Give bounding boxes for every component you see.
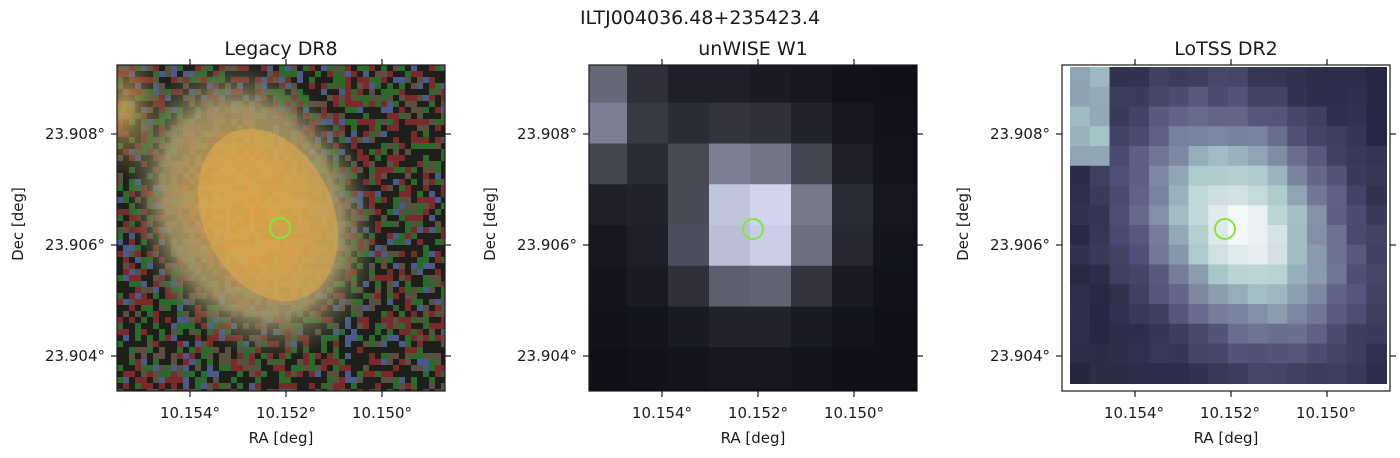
panel-1-xlabel: RA [deg] xyxy=(248,429,314,447)
panel-3-image xyxy=(1062,65,1390,391)
panel-3-xtick: 10.152° xyxy=(1200,404,1260,422)
panel-3-frame xyxy=(1061,64,1391,392)
panel-1-ytick: 23.904° xyxy=(45,347,105,365)
panel-2-frame xyxy=(588,64,918,392)
panel-1-xtick: 10.150° xyxy=(352,404,412,422)
panel-3-title: LoTSS DR2 xyxy=(1174,38,1278,60)
panel-1-title: Legacy DR8 xyxy=(224,38,338,60)
panel-2-xtick: 10.152° xyxy=(728,404,788,422)
panel-1-xtick: 10.154° xyxy=(160,404,220,422)
panel-1-ytick: 23.906° xyxy=(45,236,105,254)
panel-3-xtick: 10.154° xyxy=(1104,404,1164,422)
panel-1-ylabel: Dec [deg] xyxy=(9,187,27,261)
panel-2-ytick: 23.908° xyxy=(517,125,577,143)
panel-3-ytick: 23.904° xyxy=(990,347,1050,365)
panel-2-xtick: 10.154° xyxy=(632,404,692,422)
panel-2-source-marker xyxy=(742,218,764,240)
panel-1-ytick: 23.908° xyxy=(45,125,105,143)
panel-3-xtick: 10.150° xyxy=(1296,404,1356,422)
panel-3-ylabel: Dec [deg] xyxy=(954,187,972,261)
panel-2-xlabel: RA [deg] xyxy=(720,429,786,447)
panel-1-image xyxy=(117,65,445,391)
panel-2-ytick: 23.904° xyxy=(517,347,577,365)
panel-1-source-marker xyxy=(269,217,291,239)
panel-1-xtick: 10.152° xyxy=(256,404,316,422)
panel-3-ytick: 23.908° xyxy=(990,125,1050,143)
panel-2-ytick: 23.906° xyxy=(517,236,577,254)
panel-3-ytick: 23.906° xyxy=(990,236,1050,254)
panel-2-title: unWISE W1 xyxy=(698,38,808,60)
panel-1-frame xyxy=(116,64,446,392)
panel-3-source-marker xyxy=(1214,218,1236,240)
panel-3-xlabel: RA [deg] xyxy=(1193,429,1259,447)
panel-2-ylabel: Dec [deg] xyxy=(481,187,499,261)
panel-2-image xyxy=(589,65,917,391)
figure-title: ILTJ004036.48+235423.4 xyxy=(579,7,821,29)
panel-2-xtick: 10.150° xyxy=(824,404,884,422)
